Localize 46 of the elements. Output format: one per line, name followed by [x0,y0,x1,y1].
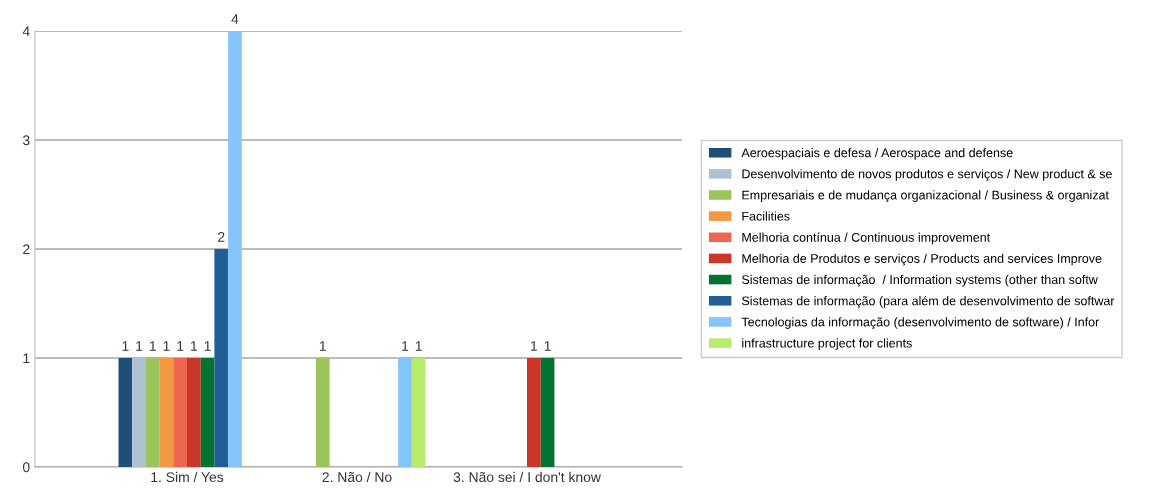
y-tick-label: 3 [22,135,30,146]
legend-label: Facilities [742,211,790,221]
data-label: 1 [415,341,422,351]
bar [228,31,242,467]
bar [187,358,201,467]
data-label: 1 [319,341,326,351]
legend-label: infrastructure project for clients [742,338,912,351]
y-tick-label: 2 [23,244,30,255]
data-label: 1 [544,341,551,351]
x-tick-label: 2. Não / No [322,471,392,483]
bar [398,358,412,467]
y-tick-label: 0 [22,462,30,473]
legend-label: Tecnologias da informação (desenvolvimento de software) / Infor [741,317,1100,329]
bar [173,358,187,467]
legend-label: Melhoria contínua / Continuous improvement [742,232,991,245]
data-label: 1 [149,341,156,351]
x-tick-label: 3. Não sei / I don't know [453,471,601,483]
y-tick-label: 4 [22,26,30,37]
bar [527,358,541,467]
data-label: 1 [531,341,538,351]
data-label: 1 [122,341,129,351]
data-label: 1 [177,341,184,351]
data-label: 1 [163,341,170,351]
legend-label: Sistemas de informação / Information systems (other than softw [741,274,1098,287]
legend-label: Sistemas de informação (para além de desenvolvimento de softwar [741,295,1115,308]
bar [159,358,174,467]
data-label: 1 [191,341,198,351]
legend-label: Aeroespaciais e defesa / Aerospace and defense [741,148,1013,160]
bar [214,249,229,467]
bar [118,358,133,467]
data-label: 1 [402,341,409,351]
bar [200,358,215,467]
data-label: 4 [231,14,239,24]
legend-label: Empresariais e de mudança organizacional / Business & organizat [742,190,1109,202]
bar [132,358,146,467]
legend-label: Melhoria de Produtos e serviços / Products and services Improve [742,253,1102,266]
bar [145,358,160,467]
y-tick-label: 1 [23,353,30,364]
legend-label: Desenvolvimento de novos produtos e serviços / New product & se [742,169,1112,181]
data-label: 1 [204,341,211,351]
bar [540,358,555,467]
data-label: 2 [218,232,225,242]
x-tick-label: 1. Sim / Yes [151,471,224,483]
bar [411,358,426,467]
data-label: 1 [136,341,143,351]
bar [315,358,330,467]
